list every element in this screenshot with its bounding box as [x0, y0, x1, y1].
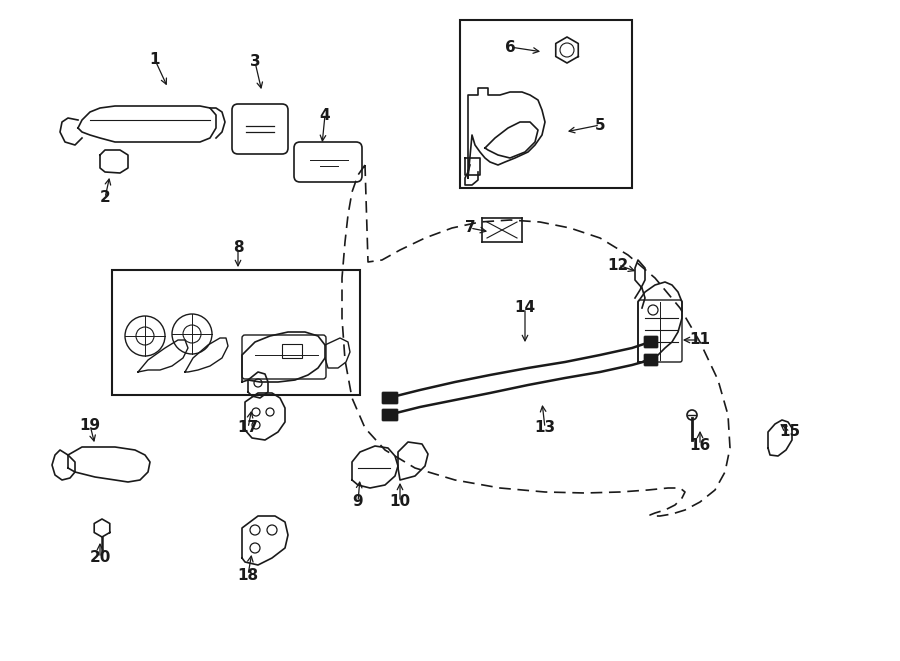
Text: 2: 2 [100, 190, 111, 206]
Text: 4: 4 [320, 108, 330, 122]
Text: 7: 7 [464, 221, 475, 235]
FancyBboxPatch shape [382, 409, 398, 421]
Text: 12: 12 [608, 258, 628, 272]
Bar [460, 20, 632, 188]
Text: 17: 17 [238, 420, 258, 436]
Text: 13: 13 [535, 420, 555, 436]
Text: 20: 20 [89, 551, 111, 566]
Text: 3: 3 [249, 54, 260, 69]
Text: 19: 19 [79, 418, 101, 432]
Text: 5: 5 [595, 118, 606, 132]
Text: 1: 1 [149, 52, 160, 67]
Text: 6: 6 [505, 40, 516, 54]
FancyBboxPatch shape [382, 392, 398, 404]
Bar [282, 344, 302, 358]
Text: 14: 14 [515, 301, 536, 315]
FancyBboxPatch shape [644, 354, 658, 366]
Text: 8: 8 [233, 241, 243, 256]
Text: 9: 9 [353, 494, 364, 510]
FancyBboxPatch shape [232, 104, 288, 154]
Text: 18: 18 [238, 568, 258, 582]
Text: 11: 11 [689, 332, 710, 348]
FancyBboxPatch shape [644, 336, 658, 348]
FancyBboxPatch shape [294, 142, 362, 182]
Text: 10: 10 [390, 494, 410, 510]
FancyBboxPatch shape [242, 335, 326, 379]
Text: 16: 16 [689, 438, 711, 453]
Text: 15: 15 [779, 424, 801, 440]
FancyBboxPatch shape [638, 300, 682, 362]
Bar [112, 270, 360, 395]
